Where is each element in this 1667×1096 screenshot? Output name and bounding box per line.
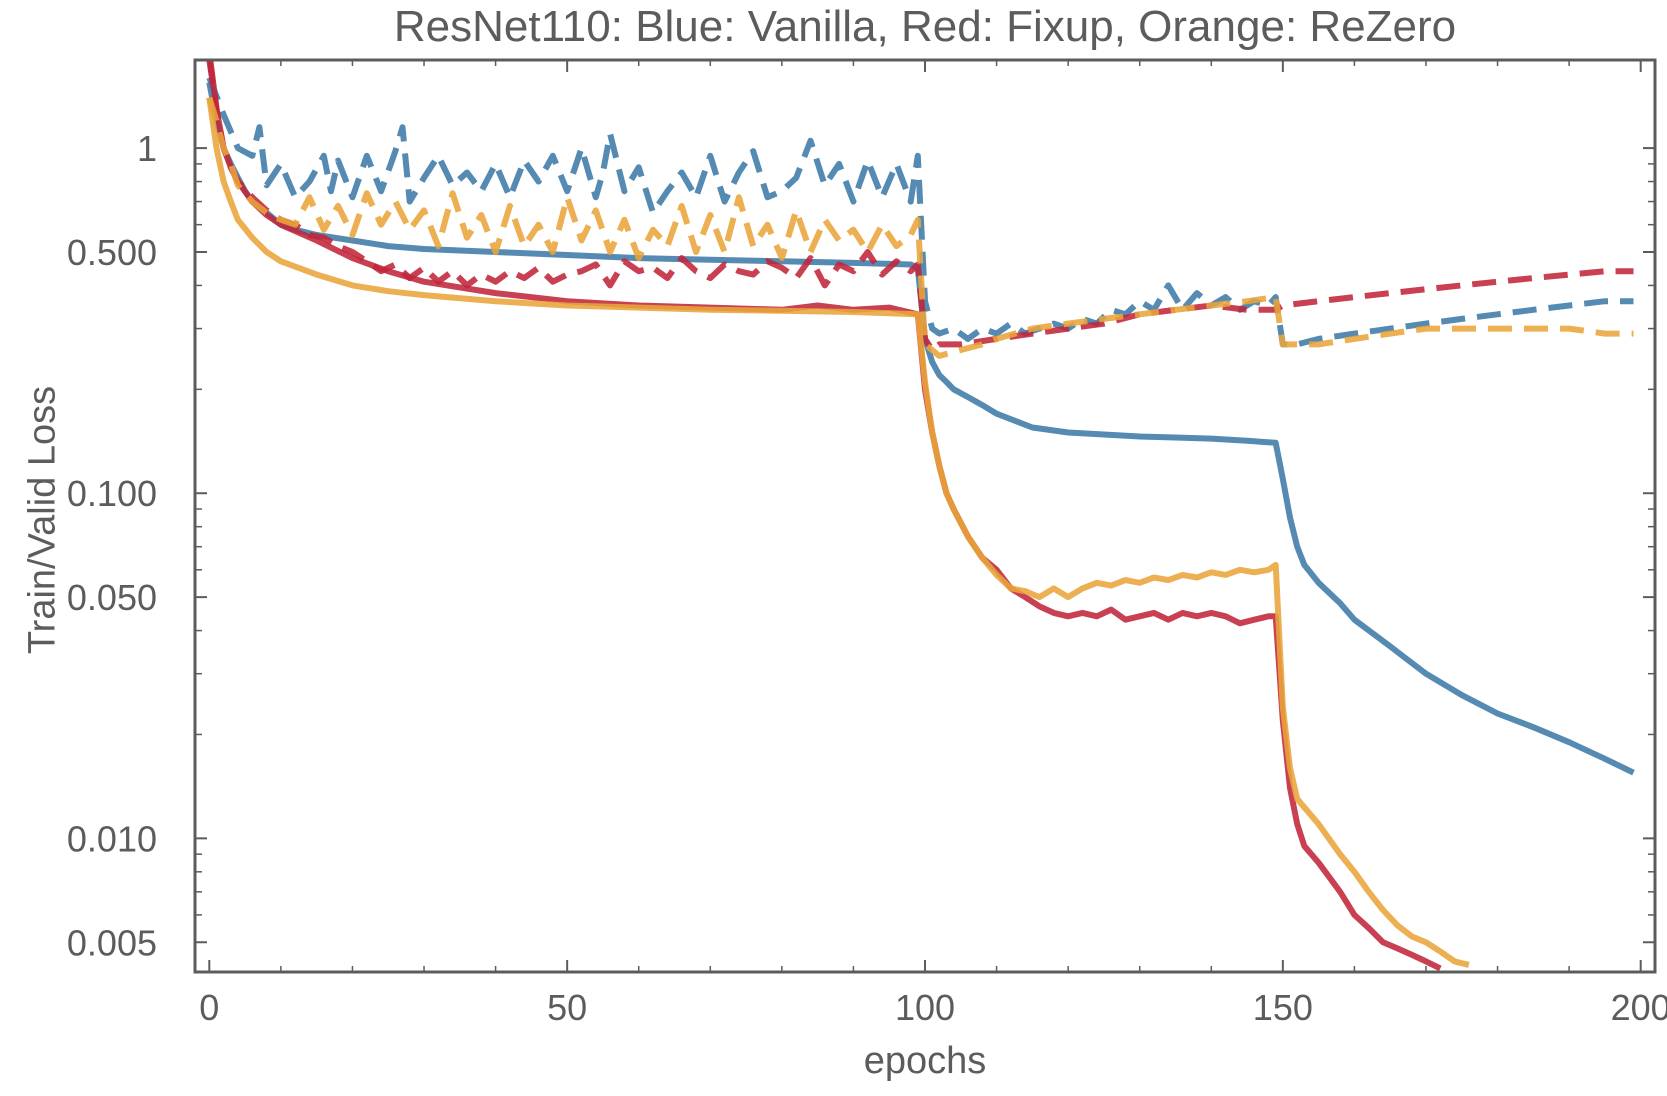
y-tick-label: 1: [137, 128, 157, 169]
x-tick-label: 200: [1611, 987, 1667, 1028]
y-tick-label: 0.100: [67, 473, 157, 514]
x-tick-label: 150: [1253, 987, 1313, 1028]
y-tick-label: 0.005: [67, 922, 157, 963]
y-tick-label: 0.500: [67, 232, 157, 273]
series-line-4: [207, 60, 1442, 972]
y-axis-label: Train/Valid Loss: [21, 385, 64, 655]
chart-title: ResNet110: Blue: Vanilla, Red: Fixup, Or…: [393, 2, 1457, 51]
series-line-3: [206, 60, 1634, 353]
y-tick-label: 0.010: [67, 818, 157, 859]
x-tick-label: 0: [199, 987, 219, 1028]
y-tick-label: 0.050: [67, 577, 157, 618]
x-axis-label: epochs: [863, 1040, 987, 1082]
axis-tick-labels: 0 50 100 150 200 0.005 0.010 0.050 0.100 0.500 1: [67, 128, 1667, 1028]
series-line-5: [206, 96, 1634, 359]
x-tick-label: 50: [547, 987, 587, 1028]
series-group: [206, 60, 1635, 972]
series-line-6: [206, 97, 1470, 968]
x-tick-label: 100: [895, 987, 955, 1028]
plot-frame: [193, 58, 1657, 974]
